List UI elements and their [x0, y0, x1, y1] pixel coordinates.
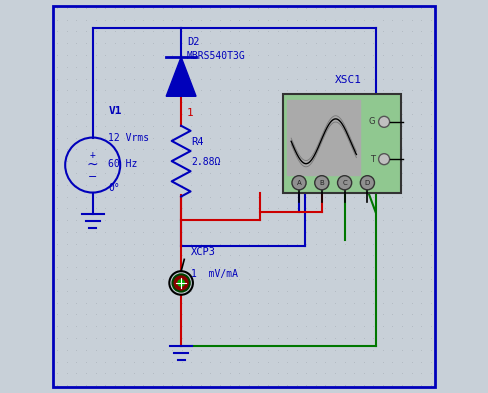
Circle shape	[177, 279, 185, 287]
FancyBboxPatch shape	[287, 100, 360, 175]
Circle shape	[360, 176, 374, 190]
Text: V1: V1	[108, 106, 122, 116]
Text: B: B	[320, 180, 324, 186]
Text: 0°: 0°	[108, 183, 120, 193]
Text: 1  mV/mA: 1 mV/mA	[191, 269, 238, 279]
Polygon shape	[166, 57, 196, 96]
Text: A: A	[297, 180, 302, 186]
Circle shape	[292, 176, 306, 190]
Text: D2: D2	[187, 37, 200, 47]
Text: 60 Hz: 60 Hz	[108, 159, 138, 169]
Circle shape	[315, 176, 329, 190]
Circle shape	[379, 154, 389, 165]
Text: C: C	[342, 180, 347, 186]
Text: XCP3: XCP3	[191, 248, 216, 257]
Text: −: −	[88, 172, 98, 182]
Text: +: +	[90, 150, 96, 160]
Text: 2.88Ω: 2.88Ω	[191, 157, 220, 167]
Text: G: G	[369, 118, 375, 126]
FancyBboxPatch shape	[284, 94, 401, 193]
Text: ~: ~	[87, 158, 99, 172]
Text: 1: 1	[187, 108, 194, 118]
Circle shape	[338, 176, 352, 190]
Text: 12 Vrms: 12 Vrms	[108, 134, 149, 143]
Text: R4: R4	[191, 138, 203, 147]
Text: T: T	[370, 155, 375, 163]
Circle shape	[172, 274, 190, 292]
Text: D: D	[365, 180, 370, 186]
Text: MBRS540T3G: MBRS540T3G	[187, 51, 246, 61]
Circle shape	[379, 116, 389, 127]
Text: XSC1: XSC1	[335, 75, 362, 84]
